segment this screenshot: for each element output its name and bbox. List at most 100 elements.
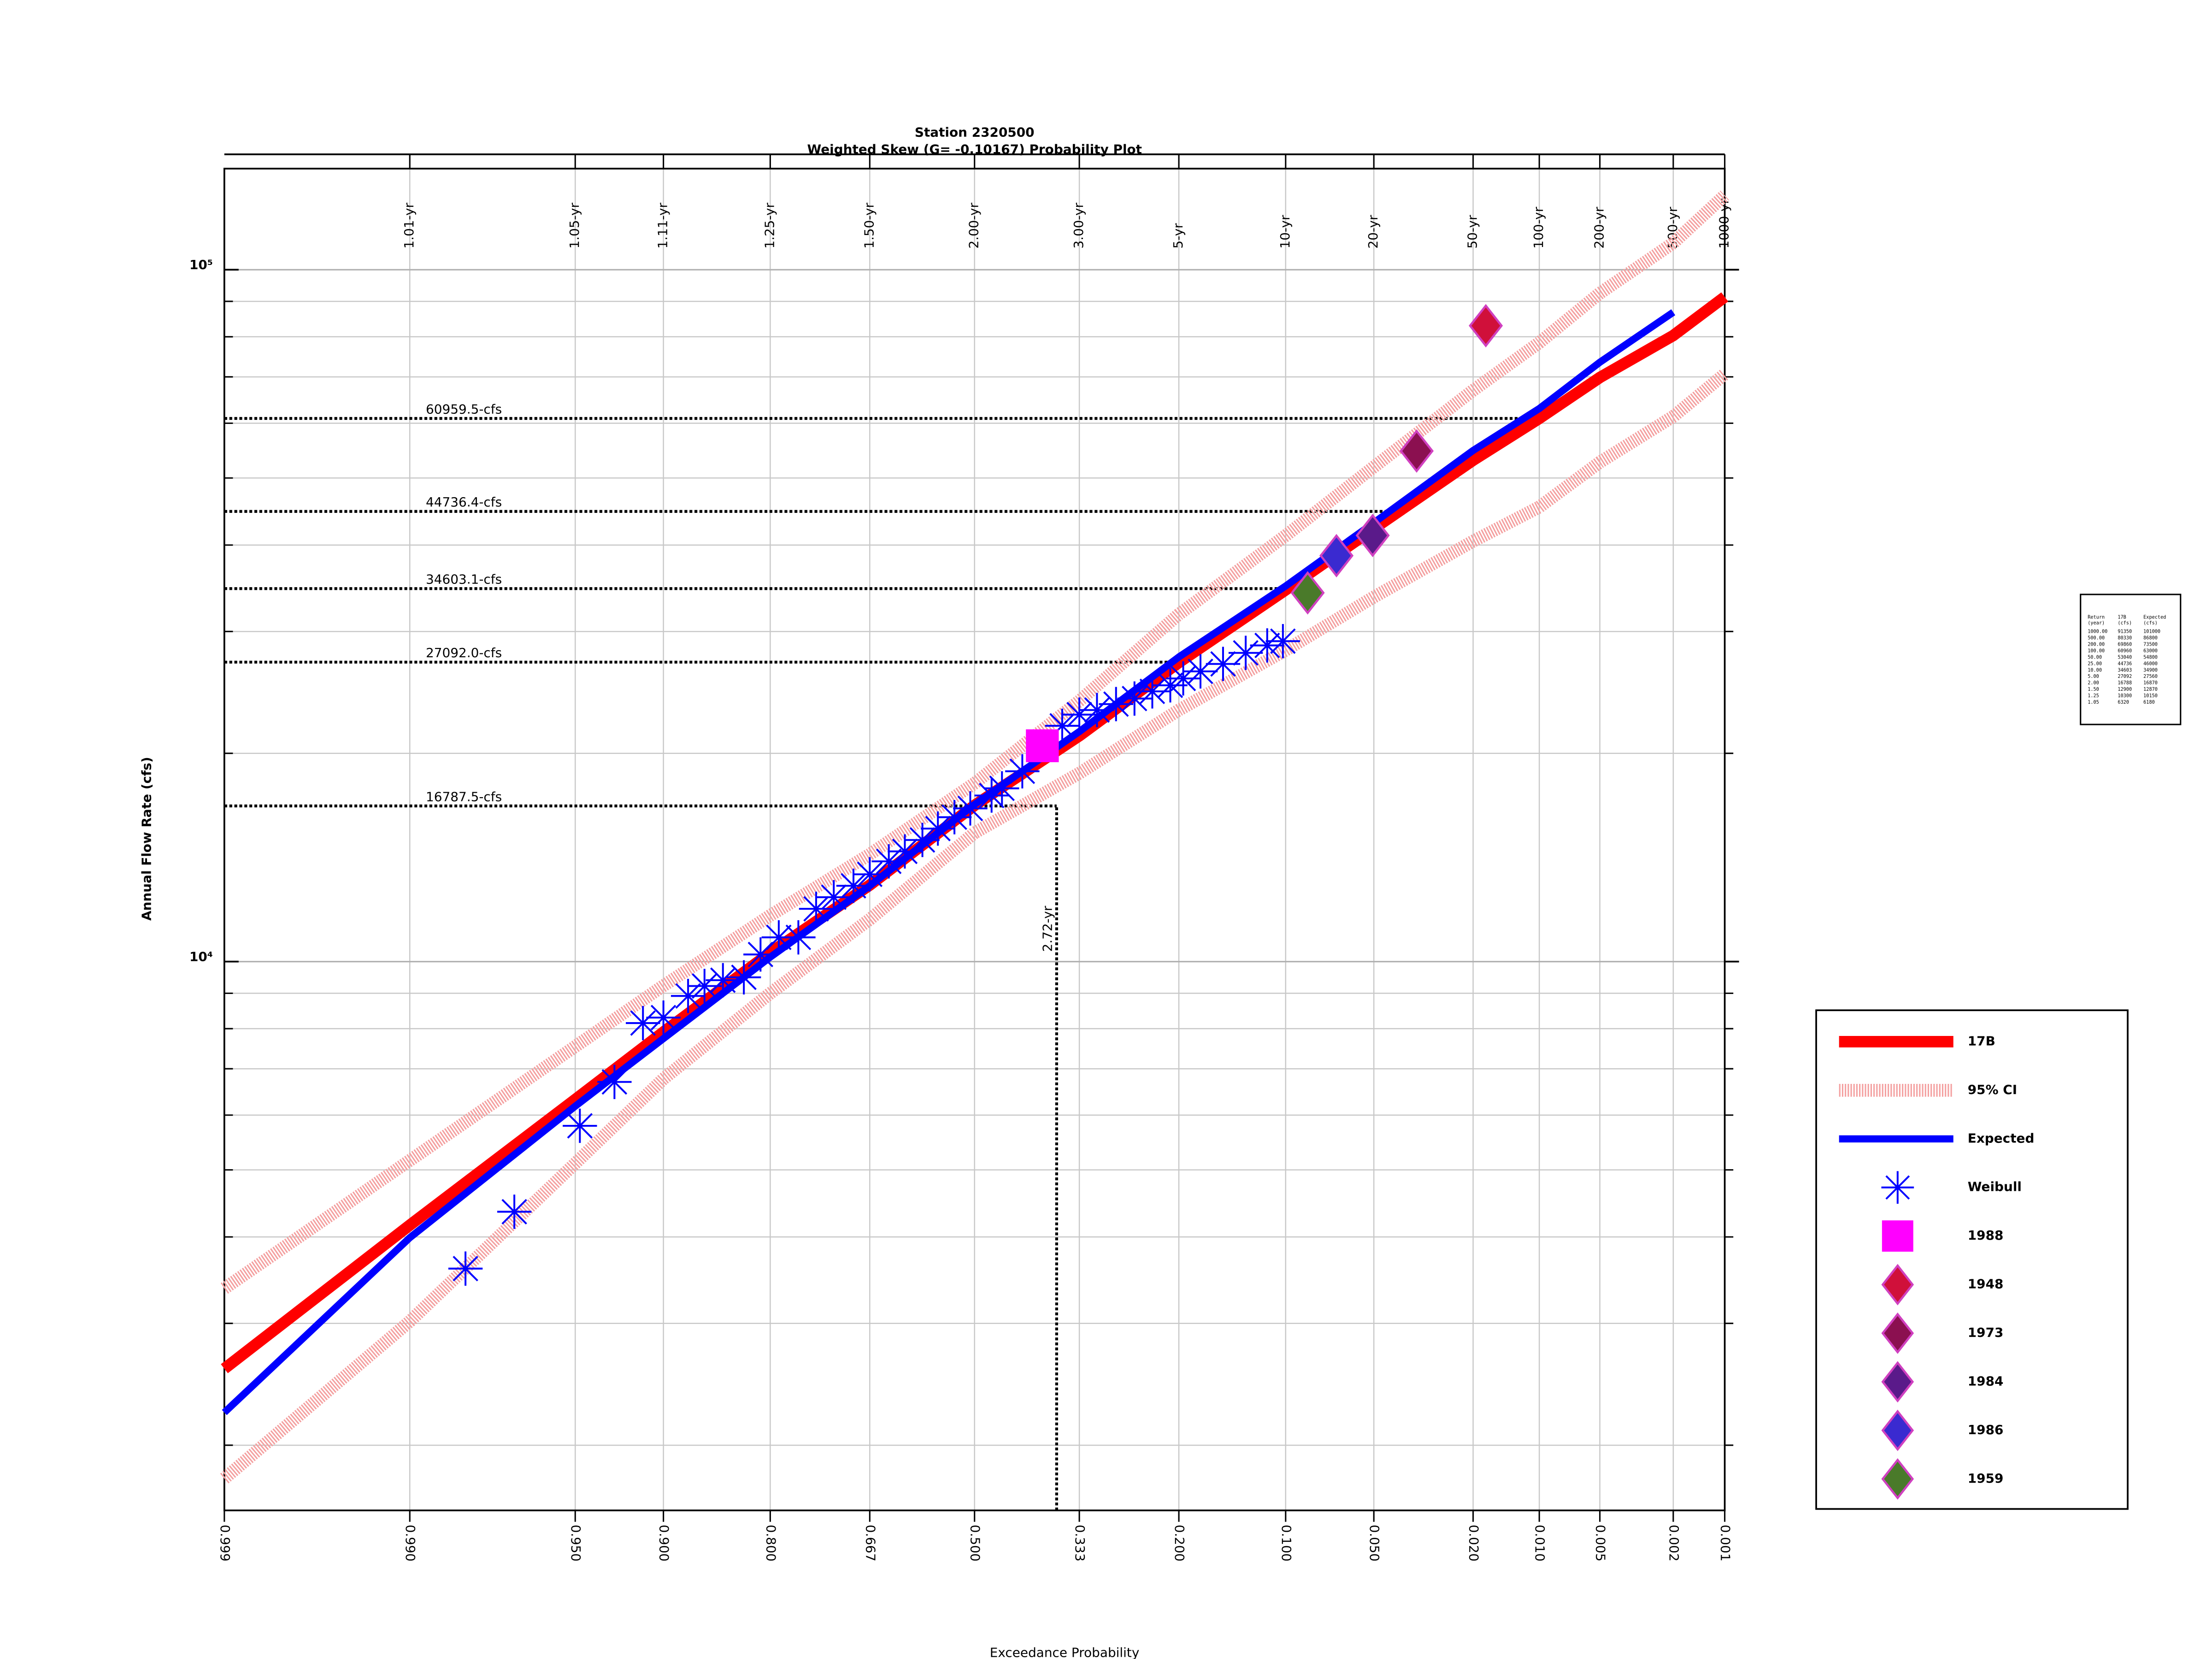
weibull-point	[1099, 687, 1133, 722]
weibull-point	[1206, 647, 1241, 681]
table-cell: 44736	[2118, 661, 2132, 666]
weibull-point	[706, 963, 740, 998]
table-cell: 73500	[2143, 642, 2158, 647]
legend-label: 1988	[1968, 1228, 2004, 1243]
y-tick-label: 10⁴	[189, 949, 213, 964]
legend-label: 1973	[1968, 1325, 2004, 1340]
x-tick-label: 0.200	[1172, 1525, 1187, 1562]
table-cell: 12870	[2143, 687, 2158, 692]
weibull-point	[953, 791, 988, 826]
return-period-label: 10-yr	[1277, 215, 1293, 249]
table-cell: 6180	[2143, 700, 2155, 705]
return-period-label: 1.11-yr	[655, 202, 671, 248]
table-header: (year)	[2088, 621, 2105, 626]
x-tick-label: 0.002	[1666, 1525, 1682, 1562]
table-cell: 27560	[2143, 674, 2158, 679]
weibull-point	[626, 1006, 660, 1041]
weibull-point	[974, 778, 1009, 813]
return-period-label: 100-yr	[1531, 206, 1546, 248]
x-tick-label: 0.020	[1466, 1525, 1482, 1562]
weibull-point	[1117, 681, 1152, 716]
table-cell: 91350	[2118, 629, 2132, 635]
weibull-point	[871, 844, 906, 879]
table-cell: 2.00	[2088, 681, 2099, 686]
legend-label: 1948	[1968, 1277, 2004, 1292]
summary-table-box	[2080, 594, 2182, 725]
weibull-point	[1080, 693, 1114, 727]
legend-label: 17B	[1968, 1033, 1995, 1048]
table-header: (cfs)	[2143, 621, 2158, 626]
weibull-point	[1166, 661, 1200, 696]
x-tick-label: 0.999	[218, 1525, 233, 1562]
table-cell: 16788	[2118, 681, 2132, 686]
x-tick-label: 0.990	[403, 1525, 418, 1562]
reference-label: 60959.5-cfs	[426, 401, 502, 417]
legend-swatch	[1882, 1220, 1913, 1252]
table-cell: 100.00	[2088, 648, 2105, 653]
table-cell: 10300	[2118, 694, 2132, 699]
return-period-label: 1.01-yr	[401, 202, 417, 248]
legend-swatch	[1881, 1312, 1914, 1354]
table-cell: 10.00	[2088, 668, 2102, 673]
reference-label: 2.72-yr	[1040, 906, 1055, 952]
reference-label: 34603.1-cfs	[426, 572, 502, 587]
weibull-point	[563, 1108, 597, 1143]
table-cell: 34900	[2143, 668, 2158, 673]
chart-title: Station 2320500	[915, 124, 1035, 140]
return-period-label: 20-yr	[1365, 215, 1381, 249]
reference-label: 16787.5-cfs	[426, 789, 502, 804]
weibull-point	[671, 978, 706, 1013]
plot-frame	[223, 168, 1726, 1512]
legend-swatch	[1881, 1171, 1914, 1204]
series-line	[220, 190, 1730, 1294]
return-period-label: 2.00-yr	[966, 202, 982, 248]
highlight-point	[1469, 304, 1503, 347]
x-tick-label: 0.001	[1718, 1525, 1733, 1562]
table-cell: 46000	[2143, 661, 2158, 666]
table-cell: 16870	[2143, 681, 2158, 686]
return-period-label: 1.50-yr	[861, 202, 877, 248]
x-tick-label: 0.100	[1279, 1525, 1294, 1562]
table-cell: 12900	[2118, 687, 2132, 692]
table-cell: 1.50	[2088, 687, 2099, 692]
table-cell: 5.00	[2088, 674, 2099, 679]
legend-label: 1986	[1968, 1422, 2004, 1437]
weibull-point	[985, 771, 1019, 806]
weibull-point	[781, 920, 816, 955]
series-line	[220, 369, 1729, 1484]
weibull-point	[1228, 635, 1263, 670]
x-tick-label: 0.333	[1072, 1525, 1088, 1562]
return-period-label: 200-yr	[1592, 206, 1607, 248]
table-cell: 500.00	[2088, 635, 2105, 641]
table-cell: 86800	[2143, 635, 2158, 641]
highlight-point	[1355, 513, 1390, 558]
weibull-point	[1265, 624, 1300, 659]
table-cell: 1.25	[2088, 694, 2099, 699]
weibull-point	[888, 834, 922, 869]
weibull-point	[1062, 697, 1097, 732]
return-period-label: 5-yr	[1171, 223, 1186, 249]
return-period-label: 3.00-yr	[1071, 202, 1086, 248]
weibull-point	[597, 1065, 632, 1100]
table-cell: 80330	[2118, 635, 2132, 641]
table-header: (cfs)	[2118, 621, 2132, 626]
legend-label: Expected	[1968, 1130, 2035, 1146]
table-cell: 25.00	[2088, 661, 2102, 666]
weibull-point	[920, 811, 955, 846]
weibull-point	[817, 880, 851, 915]
weibull-point	[799, 891, 834, 926]
legend-swatch	[1881, 1361, 1914, 1403]
highlight-point	[1399, 429, 1434, 473]
weibull-point	[937, 800, 972, 835]
reference-label: 27092.0-cfs	[426, 645, 502, 660]
weibull-point	[448, 1251, 483, 1286]
table-cell: 53040	[2118, 655, 2132, 660]
table-cell: 54800	[2143, 655, 2158, 660]
weibull-point	[1135, 674, 1170, 709]
table-cell: 34603	[2118, 668, 2132, 673]
weibull-point	[1250, 628, 1284, 663]
x-axis-label: Exceedance Probability	[990, 1645, 1140, 1659]
table-cell: 1000.00	[2088, 629, 2107, 635]
table-cell: 60960	[2118, 648, 2132, 653]
